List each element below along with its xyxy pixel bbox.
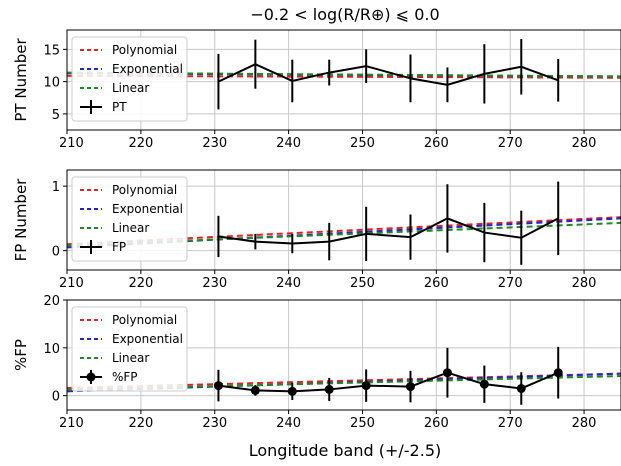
x-tick-label: 250 [350,276,375,291]
data-point [516,383,526,393]
legend-label: Linear [112,221,149,235]
plot-frame [66,299,621,411]
x-tick-label: 230 [202,276,227,291]
legend-label: PT [112,100,127,114]
legend: Polynomial Exponential Linear %FP [71,306,188,392]
legend-label: Exponential [112,202,183,216]
plot-frame [66,169,621,271]
data-line [218,217,559,245]
x-tick-label: 280 [572,416,597,431]
data-point [442,368,452,378]
y-tick-label: 0 [52,390,60,405]
x-tick-label: 220 [128,136,153,151]
legend-box [71,176,188,262]
panel-1: Polynomial Exponential Linear PT 210 220 230 24… [12,29,621,151]
x-tick-label: 210 [59,276,84,291]
x-tick-label: 270 [498,276,523,291]
legend-label: Polynomial [112,183,177,197]
x-tick-label: 280 [572,136,597,151]
legend-swatch-marker [86,372,96,382]
plot-frame [66,29,621,131]
x-tick-label: 250 [350,416,375,431]
x-tick-label: 270 [498,136,523,151]
data-line [218,371,559,393]
legend-box [71,306,188,392]
x-tick-label: 240 [276,416,301,431]
legend-label: Exponential [112,62,183,76]
figure-title: −0.2 < log(R/R⊕) ⩽ 0.0 [250,5,439,24]
data-point [361,381,371,391]
x-tick-label: 260 [424,416,449,431]
x-axis-label: Longitude band (+/-2.5) [249,441,442,460]
data-line [218,63,559,86]
y-tick-label: 10 [43,342,60,357]
x-tick-label: 230 [202,136,227,151]
x-tick-label: 260 [424,276,449,291]
y-tick-label: 5 [52,108,60,123]
legend-label: %FP [112,370,138,384]
panel-3: Polynomial Exponential Linear %FP 210 220 230 2… [12,294,621,431]
legend: Polynomial Exponential Linear FP [71,176,188,262]
legend-label: Linear [112,351,149,365]
x-tick-label: 220 [128,276,153,291]
legend-label: Linear [112,81,149,95]
x-tick-label: 230 [202,416,227,431]
data-point [405,382,415,392]
legend-label: Polynomial [112,43,177,57]
legend-label: Exponential [112,332,183,346]
y-tick-label: 15 [43,43,60,58]
x-tick-label: 240 [276,276,301,291]
y-tick-label: 1 [52,180,60,195]
data-point [324,384,334,394]
legend: Polynomial Exponential Linear PT [71,36,188,122]
data-point [213,381,223,391]
y-axis-label: %FP [12,339,30,371]
x-tick-label: 220 [128,416,153,431]
data-point [250,385,260,395]
x-tick-label: 240 [276,136,301,151]
y-tick-label: 20 [43,294,60,309]
legend-label: Polynomial [112,313,177,327]
panels: Polynomial Exponential Linear PT 210 220 230 24… [12,29,621,431]
data-point [479,379,489,389]
y-tick-label: 10 [43,76,60,91]
x-tick-label: 210 [59,136,84,151]
data-point [287,386,297,396]
panel-2: Polynomial Exponential Linear FP 210 220 230 24… [12,169,621,291]
x-tick-label: 210 [59,416,84,431]
legend-label: FP [112,240,126,254]
x-tick-label: 250 [350,136,375,151]
data-point [553,368,563,378]
x-tick-label: 260 [424,136,449,151]
y-tick-label: 0 [52,245,60,260]
y-axis-label: FP Number [12,178,30,262]
y-axis-label: PT Number [12,38,30,122]
legend-box [71,36,188,122]
x-tick-label: 280 [572,276,597,291]
x-tick-label: 270 [498,416,523,431]
